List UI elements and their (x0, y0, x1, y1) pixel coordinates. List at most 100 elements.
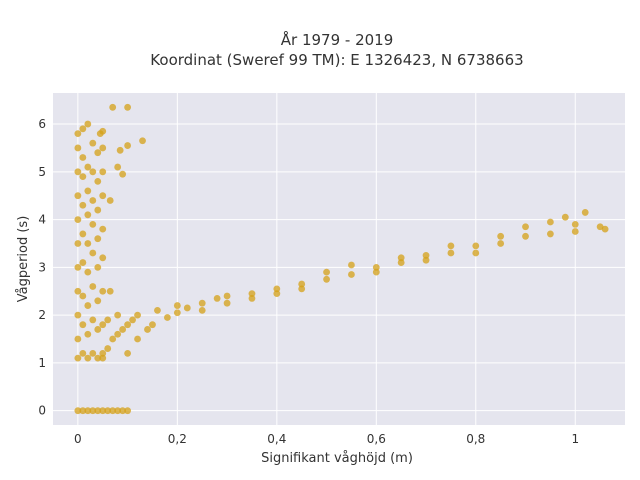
scatter-point (99, 168, 107, 176)
scatter-point (298, 285, 306, 293)
scatter-point (84, 354, 92, 362)
scatter-point (114, 407, 122, 415)
scatter-point (74, 240, 82, 247)
scatter-point (84, 240, 92, 247)
scatter-point (447, 242, 455, 250)
scatter-point (84, 120, 92, 128)
scatter-point (561, 213, 569, 221)
scatter-point (139, 137, 146, 145)
scatter-point (546, 218, 554, 226)
scatter-point (94, 149, 102, 157)
scatter-point (94, 407, 102, 415)
scatter-point (89, 139, 97, 147)
scatter-point (89, 316, 97, 324)
scatter-point (109, 103, 117, 111)
scatter-point (99, 254, 107, 262)
scatter-point (79, 292, 87, 300)
y-tick-label: 4 (38, 213, 46, 227)
scatter-point (213, 295, 221, 302)
scatter-point (198, 306, 206, 314)
grid-lines (53, 93, 625, 425)
scatter-point (124, 321, 132, 329)
scatter-point (94, 354, 102, 362)
y-tick-label: 3 (38, 260, 46, 274)
scatter-point (74, 263, 82, 271)
scatter-point (109, 407, 117, 415)
scatter-point (119, 170, 127, 178)
scatter-point (522, 223, 529, 231)
scatter-point (74, 311, 82, 319)
scatter-point (422, 256, 430, 264)
scatter-point (124, 407, 132, 415)
scatter-point (273, 290, 281, 298)
scatter-point (79, 230, 87, 238)
scatter-point (546, 230, 554, 238)
data-points (74, 103, 609, 415)
scatter-point (397, 259, 405, 266)
scatter-point (74, 216, 82, 223)
scatter-point (99, 321, 107, 329)
scatter-point (106, 287, 114, 295)
y-tick-label: 5 (38, 165, 46, 179)
x-tick-labels: 0 0,2 0,4 0,6 0,8 1 (74, 432, 579, 446)
x-tick-label: 0,4 (267, 432, 286, 446)
scatter-point (144, 326, 151, 333)
scatter-point (104, 316, 112, 324)
y-tick-label: 0 (38, 404, 46, 418)
scatter-point (74, 287, 82, 295)
scatter-point (119, 326, 127, 333)
scatter-point (124, 103, 132, 111)
chart-subtitle: Koordinat (Sweref 99 TM): E 1326423, N 6… (150, 51, 523, 69)
scatter-point (79, 321, 87, 329)
x-tick-label: 0,2 (168, 432, 187, 446)
scatter-point (104, 345, 112, 352)
scatter-point (372, 263, 380, 271)
scatter-point (116, 146, 124, 154)
scatter-point (79, 259, 87, 266)
scatter-point (198, 299, 206, 307)
scatter-point (74, 192, 82, 200)
scatter-point (522, 232, 529, 240)
scatter-point (79, 173, 87, 181)
scatter-point (397, 254, 405, 262)
y-tick-label: 6 (38, 117, 46, 131)
scatter-point (84, 211, 92, 219)
scatter-point (74, 168, 82, 176)
scatter-point (99, 354, 107, 362)
scatter-point (74, 335, 82, 343)
scatter-point (79, 349, 87, 357)
x-axis-title: Signifikant våghöjd (m) (261, 451, 413, 466)
scatter-point (601, 225, 609, 233)
scatter-point (372, 268, 380, 276)
scatter-point (124, 142, 132, 149)
scatter-point (89, 168, 97, 176)
scatter-point (89, 407, 97, 415)
scatter-point (84, 302, 92, 309)
scatter-point (94, 326, 102, 333)
scatter-point (89, 283, 97, 290)
scatter-point (89, 249, 97, 257)
y-tick-label: 2 (38, 308, 46, 322)
scatter-point (89, 220, 97, 228)
scatter-point (149, 321, 156, 329)
scatter-point (74, 354, 82, 362)
scatter-point (323, 275, 330, 283)
scatter-point (109, 335, 117, 343)
scatter-point (74, 130, 82, 138)
x-tick-label: 1 (571, 432, 579, 446)
scatter-point (134, 311, 141, 319)
scatter-point (119, 407, 127, 415)
scatter-point (99, 287, 107, 295)
scatter-point (84, 407, 92, 415)
scatter-point (173, 302, 181, 309)
scatter-point (571, 228, 579, 235)
scatter-point (248, 290, 256, 298)
scatter-point (173, 309, 181, 317)
scatter-point (74, 144, 82, 152)
scatter-point (581, 209, 589, 216)
scatter-point (99, 192, 107, 200)
scatter-point (129, 316, 136, 324)
scatter-point (154, 306, 161, 314)
scatter-point (114, 330, 122, 338)
scatter-point (114, 311, 122, 319)
